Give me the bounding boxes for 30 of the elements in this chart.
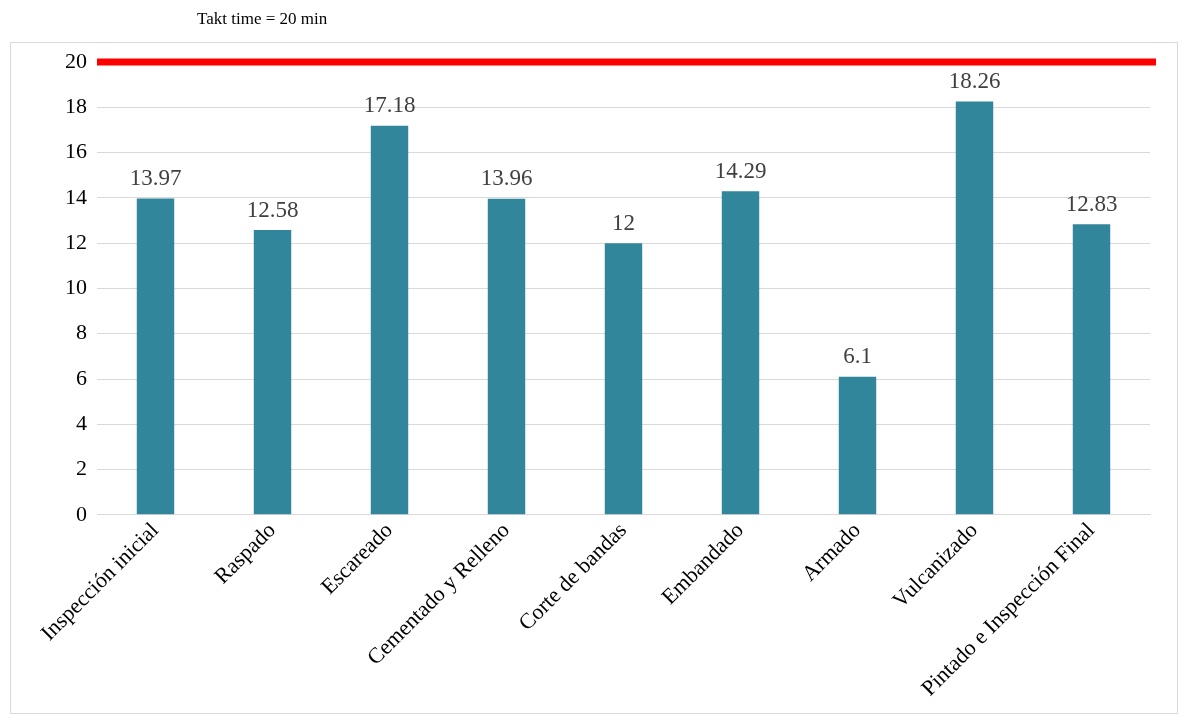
data-label: 12 <box>612 209 635 235</box>
data-label: 18.26 <box>948 67 1001 93</box>
data-label: 13.97 <box>129 165 182 191</box>
y-tick-label: 4 <box>76 410 87 436</box>
bar <box>370 125 409 515</box>
y-tick-label: 20 <box>65 47 87 73</box>
bar <box>487 198 526 515</box>
y-tick-label: 8 <box>76 319 87 345</box>
y-tick-label: 10 <box>65 274 87 300</box>
data-label: 12.83 <box>1065 190 1118 216</box>
bar <box>253 230 292 515</box>
y-tick-label: 6 <box>76 364 87 390</box>
y-tick-label: 0 <box>76 500 87 526</box>
y-tick-label: 2 <box>76 455 87 481</box>
bar <box>721 191 760 515</box>
data-label: 14.29 <box>714 157 767 183</box>
y-tick-label: 12 <box>65 228 87 254</box>
y-tick-label: 14 <box>65 183 87 209</box>
bar <box>1072 224 1111 515</box>
data-label: 13.96 <box>480 165 533 191</box>
bar <box>604 243 643 515</box>
data-label: 12.58 <box>246 196 299 222</box>
ref-line-label: Takt time = 20 min <box>197 9 328 29</box>
data-label: 17.18 <box>363 92 416 118</box>
y-tick-label: 16 <box>65 138 87 164</box>
bar <box>838 376 877 515</box>
y-tick-label: 18 <box>65 93 87 119</box>
bar <box>955 101 994 515</box>
data-label: 6.1 <box>843 343 872 369</box>
bar <box>136 198 175 515</box>
